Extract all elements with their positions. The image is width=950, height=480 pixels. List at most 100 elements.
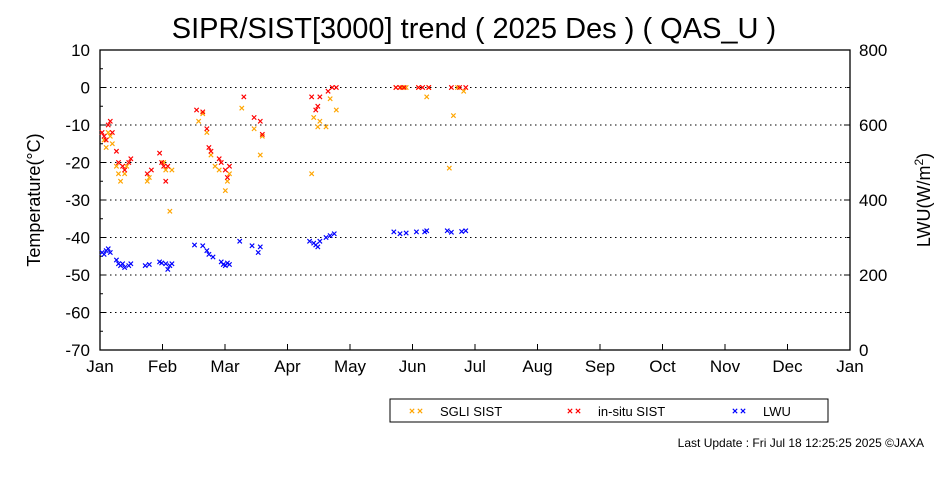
data-point (218, 159, 224, 166)
data-point (222, 167, 228, 173)
data-point (333, 107, 339, 113)
data-point (249, 243, 255, 249)
x-tick-labels: Jan Feb Mar Apr May Jun Jul Aug Sep Oct Nov Dec Jan (86, 357, 863, 376)
data-point (103, 137, 109, 143)
data-point (165, 266, 171, 272)
x-tick-label: Apr (274, 357, 301, 376)
data-point (313, 107, 319, 113)
y2-axis-label-end: ) (914, 153, 934, 159)
y2-axis-label-main: LWU(W/m (914, 166, 934, 248)
data-point (226, 163, 233, 169)
data-point (257, 244, 263, 250)
data-point (461, 88, 467, 94)
data-point (450, 113, 457, 119)
data-point (413, 229, 420, 235)
y-tick-label: -40 (65, 229, 90, 248)
data-point (323, 124, 329, 130)
y2-tick-label: 200 (859, 266, 887, 285)
data-point (315, 103, 321, 109)
data-point (424, 94, 430, 100)
data-point (327, 233, 333, 239)
y2-tick-label: 600 (859, 116, 887, 135)
data-point (144, 171, 150, 177)
data-point (113, 148, 120, 154)
last-update-text: Last Update : Fri Jul 18 12:25:25 2025 ©… (677, 436, 924, 450)
data-point (113, 163, 120, 169)
data-point (212, 163, 218, 169)
data-point (122, 167, 128, 173)
legend: SGLI SIST in-situ SIST LWU (389, 398, 829, 423)
data-point (259, 131, 265, 137)
data-point (210, 254, 216, 260)
data-point (393, 84, 399, 91)
axis-ticks (99, 49, 851, 351)
data-point (420, 84, 426, 91)
legend-marker (575, 408, 581, 414)
data-point (107, 133, 113, 139)
data-point (397, 231, 403, 237)
y-tick-label: 0 (81, 79, 90, 98)
data-point (448, 84, 454, 91)
y-axis-label: Temperature(°C) (24, 133, 44, 266)
data-point (193, 107, 200, 113)
data-point (107, 249, 113, 256)
data-point (126, 159, 132, 166)
data-point (323, 234, 329, 241)
data-point (331, 231, 337, 237)
data-point (415, 84, 422, 91)
data-point (257, 118, 263, 124)
data-point (169, 261, 175, 267)
data-point (200, 243, 206, 249)
data-point (120, 163, 126, 169)
x-tick-label: Sep (585, 357, 615, 376)
data-point (317, 94, 323, 100)
data-point (208, 152, 214, 158)
data-point (333, 84, 339, 91)
data-point (148, 167, 154, 173)
data-point (206, 144, 212, 151)
data-point (309, 94, 315, 100)
data-points (99, 84, 469, 272)
data-point (204, 129, 210, 136)
legend-box (389, 398, 829, 423)
data-point (224, 174, 230, 181)
data-point (163, 178, 169, 184)
data-point (101, 251, 107, 257)
data-point (128, 156, 134, 162)
data-point (311, 114, 317, 121)
data-point (397, 84, 403, 91)
y2-tick-label: 800 (859, 41, 887, 60)
x-tick-label: Oct (649, 357, 676, 376)
grid-lines (100, 87, 850, 313)
data-point (309, 171, 315, 177)
y-tick-label: -10 (65, 116, 90, 135)
y-tick-label: -60 (65, 304, 90, 323)
x-tick-label: Dec (772, 357, 803, 376)
data-point (224, 178, 230, 184)
data-point (327, 96, 333, 102)
data-point (204, 248, 210, 254)
data-point (463, 84, 469, 91)
x-tick-label: Feb (148, 357, 177, 376)
legend-marker (417, 408, 423, 414)
y2-axis-label-sup: 2 (912, 159, 926, 166)
x-tick-label: Nov (710, 357, 741, 376)
data-point (257, 152, 263, 158)
data-point (222, 188, 228, 194)
legend-label: SGLI SIST (440, 404, 502, 419)
data-point (113, 257, 120, 263)
y-tick-label: -30 (65, 191, 90, 210)
data-point (315, 244, 321, 250)
data-point (159, 159, 165, 166)
data-point (399, 84, 405, 91)
data-point (457, 84, 463, 91)
data-point (226, 171, 233, 177)
data-point (200, 111, 206, 117)
legend-label: in-situ SIST (598, 404, 665, 419)
data-point (122, 171, 128, 177)
data-point (196, 118, 202, 124)
data-point (325, 88, 331, 94)
data-point (251, 114, 257, 121)
data-point (226, 261, 233, 268)
